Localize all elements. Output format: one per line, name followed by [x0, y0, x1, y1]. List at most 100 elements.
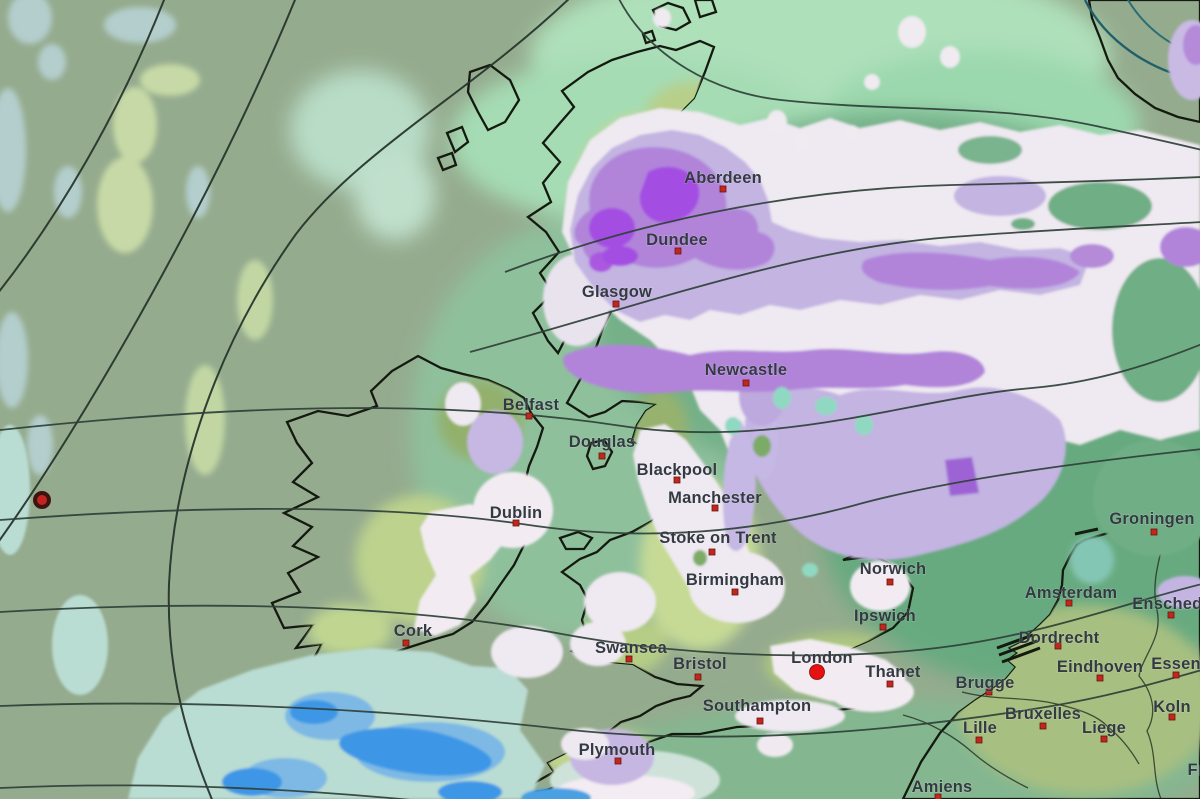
- city-marker-belfast: [525, 412, 533, 420]
- city-label-belfast: Belfast: [503, 396, 560, 414]
- city-marker-newcastle: [742, 379, 750, 387]
- snow-heavy-core-glasgow-north: [602, 246, 638, 266]
- isle-of-man-landmass: [585, 438, 614, 471]
- city-label-stoke-on-trent: Stoke on Trent: [659, 529, 777, 547]
- snow-lavender-patch-se: [1157, 576, 1200, 608]
- snow-purple-band-mid: [563, 344, 985, 394]
- city-marker-bruxelles: [1039, 722, 1047, 730]
- city-label-plymouth: Plymouth: [579, 741, 656, 759]
- city-marker-amsterdam: [1065, 599, 1073, 607]
- city-marker-groningen: [1150, 528, 1158, 536]
- city-marker-brugge: [985, 688, 993, 696]
- rain-heavy-blob: [339, 727, 492, 776]
- city-marker-dundee: [674, 247, 682, 255]
- city-marker-cork: [402, 639, 410, 647]
- snow-lavender-patch-ne1: [954, 176, 1046, 216]
- city-marker-ipswich: [879, 623, 887, 631]
- precipitation-layer: [0, 8, 1200, 799]
- snow-lavender-mourne: [467, 410, 523, 474]
- city-label-amsterdam: Amsterdam: [1025, 584, 1118, 602]
- city-marker-manchester: [711, 504, 719, 512]
- city-marker-swansea: [625, 655, 633, 663]
- city-label-frankfurt-partial: Fr: [1188, 761, 1200, 779]
- city-marker-glasgow: [612, 300, 620, 308]
- snow-purple-band-east: [861, 252, 1080, 290]
- anglesey-landmass: [558, 530, 594, 551]
- city-label-groningen: Groningen: [1109, 510, 1194, 528]
- city-label-essen: Essen: [1151, 655, 1200, 673]
- snow-white-midlands: [689, 551, 785, 623]
- city-marker-enschede: [1167, 611, 1175, 619]
- city-label-douglas: Douglas: [569, 433, 636, 451]
- city-label-swansea: Swansea: [595, 639, 668, 657]
- snow-white-dublin: [473, 472, 553, 548]
- city-label-blackpool: Blackpool: [637, 461, 718, 479]
- city-marker-douglas: [598, 452, 606, 460]
- snow-heavy-core-aberdeen: [639, 166, 700, 223]
- snow-lavender-east-england: [745, 387, 1066, 560]
- snow-white-ireland-south: [491, 626, 563, 678]
- snow-heavy-core-dundee: [589, 208, 635, 248]
- city-marker-thanet: [886, 680, 894, 688]
- snow-purple-ne-corner3: [1183, 25, 1200, 65]
- snow-white-ireland-central: [414, 504, 506, 636]
- city-label-london: London: [791, 649, 853, 667]
- city-marker-essen: [1172, 671, 1180, 679]
- city-label-bristol: Bristol: [673, 655, 727, 673]
- city-marker-birmingham: [731, 588, 739, 596]
- city-label-brugge: Brugge: [956, 674, 1015, 692]
- city-label-enschede: Enschede: [1132, 595, 1200, 613]
- city-marker-koln: [1168, 713, 1176, 721]
- city-marker-blackpool: [673, 476, 681, 484]
- rain-heavy-blob: [222, 768, 282, 796]
- norway-landmass: [1087, 0, 1200, 124]
- city-label-lille: Lille: [963, 719, 997, 737]
- city-label-southampton: Southampton: [703, 697, 812, 715]
- snow-white-wales: [584, 572, 656, 632]
- ijsselmeer-water: [1070, 536, 1114, 584]
- snow-white-specks: [653, 8, 960, 151]
- snow-purple-ne-corner: [1160, 227, 1200, 267]
- snow-purple-ne-corner2: [1070, 244, 1114, 268]
- city-marker-dublin: [512, 519, 520, 527]
- city-label-ipswich: Ipswich: [854, 607, 916, 625]
- rain-light-patch: [0, 425, 30, 555]
- rain-heavy-blob: [438, 781, 502, 799]
- city-label-eindhoven: Eindhoven: [1057, 658, 1143, 676]
- city-marker-dordrecht: [1054, 642, 1062, 650]
- snow-white-ni: [445, 382, 481, 426]
- snow-white-channel: [555, 775, 695, 799]
- snow-purple-dogger: [945, 457, 979, 496]
- city-label-dundee: Dundee: [646, 231, 708, 249]
- sleet-specks: [693, 387, 873, 577]
- city-marker-stoke: [708, 548, 716, 556]
- city-label-dordrecht: Dordrecht: [1019, 629, 1100, 647]
- city-label-glasgow: Glasgow: [582, 283, 652, 301]
- city-marker-aberdeen: [719, 185, 727, 193]
- city-layer: Aberdeen Dundee Glasgow Newcastle Belfas…: [33, 169, 1200, 799]
- city-label-thanet: Thanet: [865, 663, 921, 681]
- city-marker-london: [809, 664, 825, 680]
- city-marker-amiens: [934, 793, 942, 799]
- atlantic-buoy-marker: [33, 491, 51, 509]
- city-marker-liege: [1100, 735, 1108, 743]
- rain-light-patch: [52, 595, 108, 695]
- sea-gaps-in-snow: [958, 136, 1200, 556]
- city-marker-lille: [975, 736, 983, 744]
- city-marker-plymouth: [614, 757, 622, 765]
- city-marker-eindhoven: [1096, 674, 1104, 682]
- city-label-dublin: Dublin: [490, 504, 543, 522]
- rain-heavy-blob: [290, 700, 338, 724]
- city-marker-southampton: [756, 717, 764, 725]
- city-marker-norwich: [886, 578, 894, 586]
- city-markers: [402, 185, 1180, 799]
- city-label-amiens: Amiens: [912, 778, 973, 796]
- city-label-norwich: Norwich: [860, 560, 927, 578]
- city-label-manchester: Manchester: [668, 489, 762, 507]
- city-label-cork: Cork: [394, 622, 433, 640]
- city-label-birmingham: Birmingham: [686, 571, 784, 589]
- rain-heavy-blob: [521, 788, 591, 799]
